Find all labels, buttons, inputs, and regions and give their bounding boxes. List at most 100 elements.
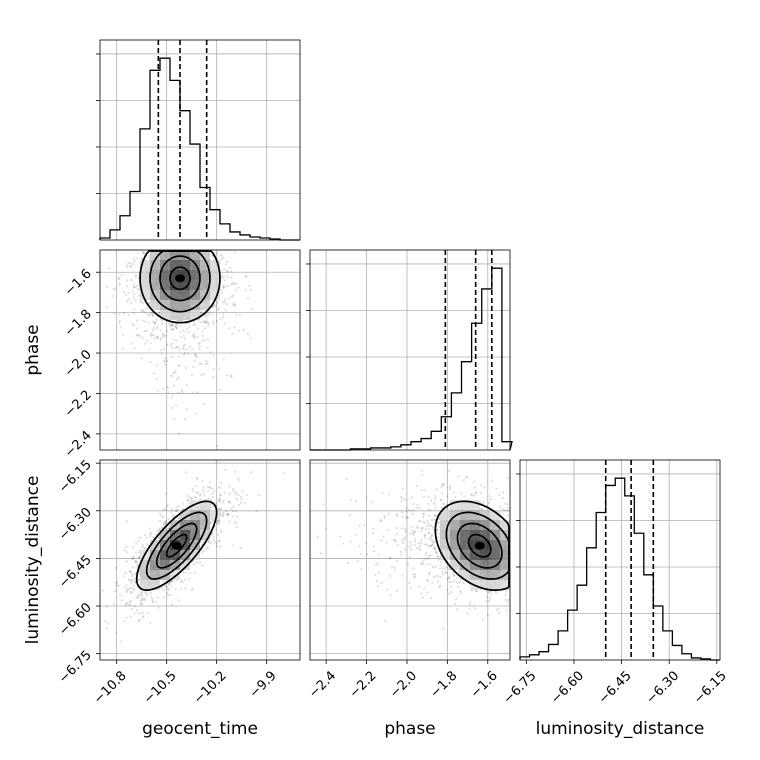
sample-point <box>164 522 167 526</box>
sample-point <box>420 539 423 542</box>
sample-point <box>159 336 162 339</box>
density-cell <box>140 570 150 580</box>
frame-phase-vs-geocent-time <box>99 249 301 451</box>
sample-point <box>240 495 243 498</box>
sample-point <box>428 572 431 575</box>
sample-point <box>217 539 220 543</box>
sample-point <box>401 487 405 490</box>
sample-point <box>438 584 441 588</box>
sample-point <box>413 576 416 579</box>
sample-point <box>414 573 417 576</box>
sample-point <box>130 342 133 345</box>
sample-point <box>490 592 493 595</box>
sample-point <box>178 319 181 322</box>
contours-phase-vs-geocent-time <box>139 250 221 324</box>
sample-point <box>401 541 405 545</box>
frame-luminosity-distance-vs-geocent-time <box>99 459 301 661</box>
sample-point <box>219 499 222 502</box>
sample-point <box>222 286 225 289</box>
sample-point <box>422 495 425 498</box>
sample-point <box>213 540 216 543</box>
sample-point <box>184 331 188 334</box>
sample-point <box>232 544 235 547</box>
sample-point <box>419 544 422 548</box>
sample-point <box>183 352 186 355</box>
sample-point <box>249 337 252 340</box>
xtick-label-phase: −2.4 <box>306 668 339 701</box>
sample-point <box>423 534 426 537</box>
density-cell <box>180 300 190 310</box>
sample-point <box>404 531 407 534</box>
sample-point <box>152 536 155 539</box>
sample-point <box>235 289 238 292</box>
sample-point <box>488 599 491 603</box>
sample-point <box>162 516 165 519</box>
sample-point <box>324 527 327 530</box>
sample-point <box>131 557 134 560</box>
sample-point <box>192 336 195 339</box>
density-cell <box>160 270 170 280</box>
sample-point <box>134 275 137 278</box>
sample-point <box>474 491 477 494</box>
sample-point <box>444 566 447 569</box>
sample-point <box>502 491 505 494</box>
sample-point <box>411 513 414 516</box>
sample-point <box>175 404 178 407</box>
sample-point <box>415 547 419 550</box>
sample-point <box>177 364 180 367</box>
sample-point <box>216 252 219 255</box>
sample-point <box>457 581 461 585</box>
sample-point <box>127 291 130 294</box>
sample-point <box>174 509 177 512</box>
sample-point <box>222 513 225 516</box>
sample-point <box>427 514 430 517</box>
sample-point <box>182 344 185 347</box>
sample-point <box>156 335 159 338</box>
sample-point <box>125 591 128 594</box>
sample-point <box>194 354 197 357</box>
sample-point <box>401 515 404 518</box>
sample-point <box>401 497 405 500</box>
sample-point <box>235 510 238 513</box>
sample-point <box>151 320 155 323</box>
quantiles-luminosity-distance <box>604 460 655 660</box>
sample-point <box>237 286 240 289</box>
sample-point <box>401 539 404 542</box>
sample-point <box>159 338 163 341</box>
sample-point <box>144 320 147 323</box>
sample-point <box>130 265 133 268</box>
sample-point <box>395 513 398 516</box>
sample-point <box>437 580 440 583</box>
density-cell <box>170 280 180 290</box>
sample-point <box>439 499 442 502</box>
density-cell <box>190 260 200 270</box>
sample-point <box>175 327 178 330</box>
sample-point <box>143 533 147 537</box>
sample-point <box>152 329 155 332</box>
sample-point <box>471 493 474 497</box>
sample-point <box>421 596 424 599</box>
sample-point <box>167 582 170 585</box>
sample-point <box>235 525 238 529</box>
sample-point <box>401 574 404 577</box>
sample-point <box>219 254 222 257</box>
sample-point <box>154 321 157 324</box>
xtick-label-phase: −2.0 <box>387 668 420 701</box>
sample-point <box>466 476 469 479</box>
sample-point <box>434 566 437 569</box>
sample-point <box>193 334 196 337</box>
sample-point <box>179 331 182 334</box>
sample-point <box>411 529 414 532</box>
sample-point <box>102 589 105 592</box>
sample-point <box>480 508 483 511</box>
sample-point <box>226 260 229 264</box>
sample-point <box>414 544 417 547</box>
sample-point <box>441 570 444 574</box>
density-cell <box>160 280 170 290</box>
sample-point <box>151 311 154 314</box>
sample-point <box>226 275 229 278</box>
sample-point <box>171 514 174 517</box>
sample-point <box>194 336 197 339</box>
sample-point <box>375 580 378 583</box>
sample-point <box>238 479 241 482</box>
